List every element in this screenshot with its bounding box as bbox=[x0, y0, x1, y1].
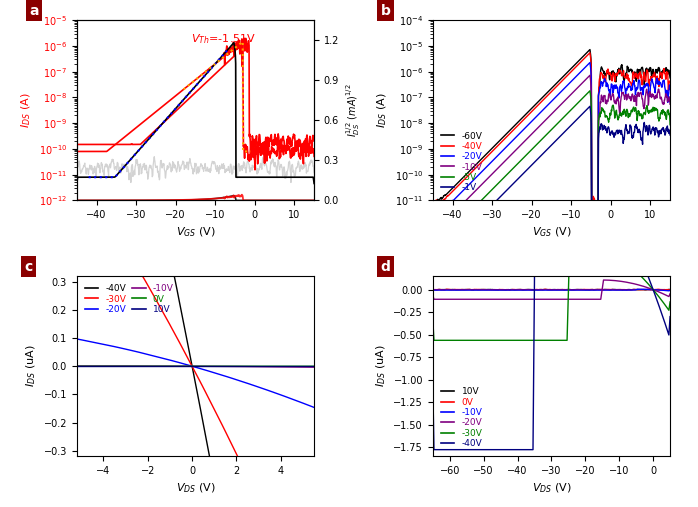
X-axis label: $V_{GS}$ (V): $V_{GS}$ (V) bbox=[175, 226, 216, 239]
Text: b: b bbox=[380, 4, 390, 18]
Text: $V_{Th}$=-1.51V: $V_{Th}$=-1.51V bbox=[191, 32, 256, 46]
Legend: -60V, -40V, -20V, -10V, -5V, -1V: -60V, -40V, -20V, -10V, -5V, -1V bbox=[437, 128, 486, 196]
Y-axis label: $I_{DS}$ (A): $I_{DS}$ (A) bbox=[20, 93, 33, 128]
Text: d: d bbox=[380, 260, 390, 274]
Y-axis label: $I_{DS}$ (uA): $I_{DS}$ (uA) bbox=[24, 345, 38, 387]
Legend: 10V, 0V, -10V, -20V, -30V, -40V: 10V, 0V, -10V, -20V, -30V, -40V bbox=[437, 384, 486, 452]
Y-axis label: $I_{DS}$ (A): $I_{DS}$ (A) bbox=[376, 93, 389, 128]
Y-axis label: $I_{DS}$ (uA): $I_{DS}$ (uA) bbox=[374, 345, 387, 387]
Y-axis label: $I_{DS}^{1/2}$ $(mA)^{1/2}$: $I_{DS}^{1/2}$ $(mA)^{1/2}$ bbox=[345, 84, 362, 137]
Legend: -40V, -30V, -20V, -10V, 0V, 10V: -40V, -30V, -20V, -10V, 0V, 10V bbox=[81, 281, 177, 317]
Text: c: c bbox=[24, 260, 33, 274]
Text: a: a bbox=[29, 4, 39, 18]
X-axis label: $V_{DS}$ (V): $V_{DS}$ (V) bbox=[532, 482, 571, 495]
X-axis label: $V_{DS}$ (V): $V_{DS}$ (V) bbox=[176, 482, 215, 495]
X-axis label: $V_{GS}$ (V): $V_{GS}$ (V) bbox=[531, 226, 572, 239]
